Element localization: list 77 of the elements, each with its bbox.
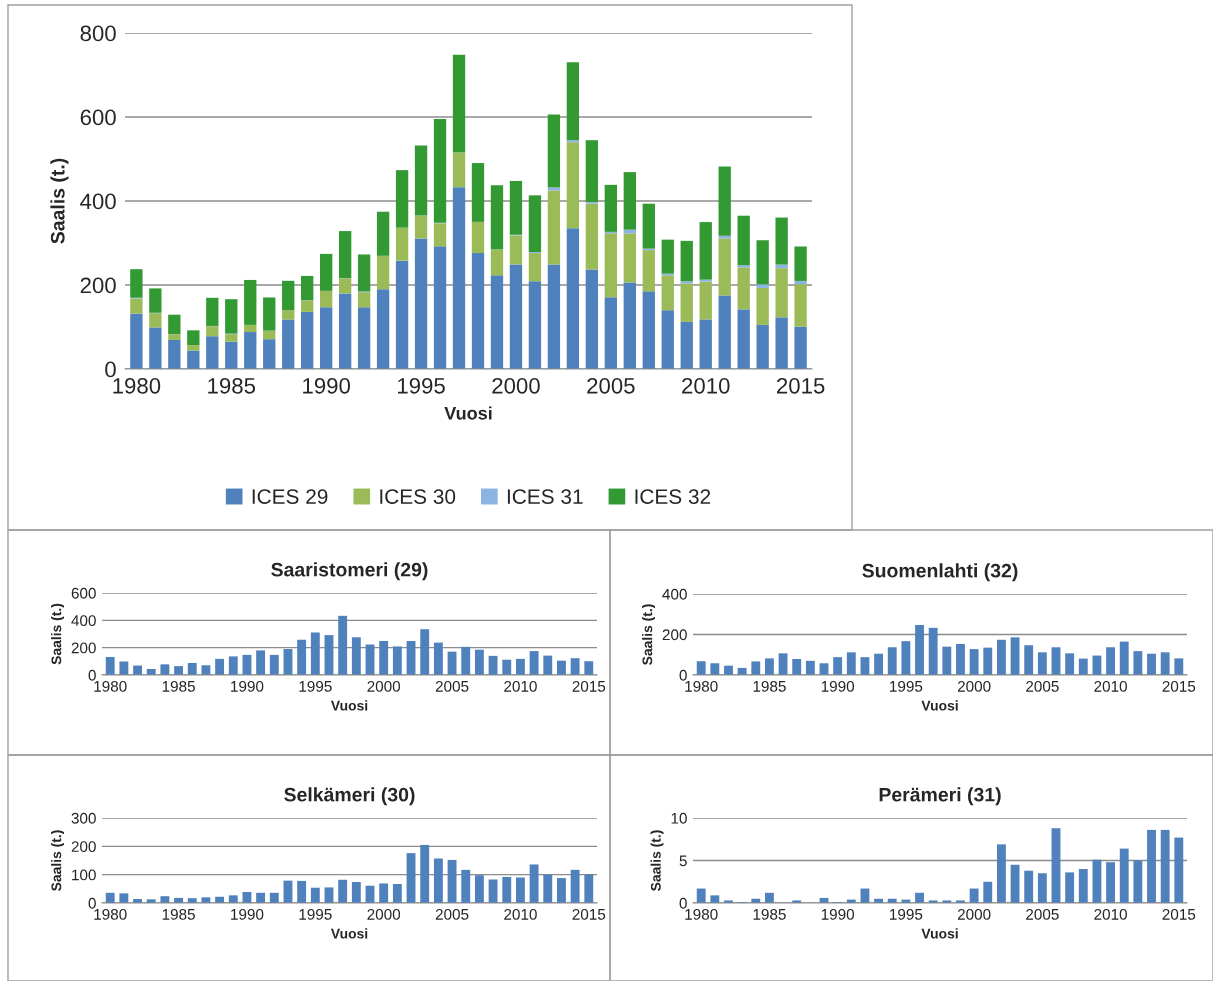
x-tick-label: 1995 xyxy=(890,680,923,692)
legend-label: ICES 30 xyxy=(380,489,456,504)
x-tick-label: 2000 xyxy=(367,908,401,920)
x-tick-label: 1990 xyxy=(821,680,855,692)
chart-title: Saaristomeri (29) xyxy=(271,562,428,581)
x-tick-label: 1995 xyxy=(299,680,332,692)
x-tick-label: 1985 xyxy=(753,680,786,692)
x-tick-label: 1980 xyxy=(685,680,718,692)
y-tick-label: 600 xyxy=(80,109,116,126)
y-tick-label: 0 xyxy=(105,361,116,378)
x-axis-title: Vuosi xyxy=(330,700,368,711)
y-tick-label: 0 xyxy=(679,897,687,909)
y-tick-label: 100 xyxy=(72,869,96,881)
x-tick-label: 2005 xyxy=(435,908,469,920)
y-axis-title: Saalis (t.) xyxy=(51,603,65,665)
x-axis-title: Vuosi xyxy=(921,928,958,939)
x-tick-label: 2010 xyxy=(1094,680,1127,692)
x-tick-label: 2010 xyxy=(504,680,537,692)
y-axis-title: Saalis (t.) xyxy=(650,830,664,891)
x-tick-label: 1985 xyxy=(208,377,256,394)
x-tick-label: 1985 xyxy=(162,908,195,920)
y-axis-title: Saalis (t.) xyxy=(51,830,65,891)
y-axis-title: Saalis (t.) xyxy=(642,604,656,665)
x-tick-label: 2005 xyxy=(1026,908,1059,920)
x-tick-label: 1980 xyxy=(113,377,161,394)
x-tick-label: 2005 xyxy=(1026,680,1059,692)
chart-title: Suomenlahti (32) xyxy=(862,563,1018,582)
x-tick-label: 1980 xyxy=(94,680,127,692)
x-tick-label: 1980 xyxy=(94,908,127,920)
y-tick-label: 10 xyxy=(671,812,687,824)
x-tick-label: 2000 xyxy=(957,680,991,692)
y-tick-label: 200 xyxy=(80,277,116,294)
y-tick-label: 200 xyxy=(662,629,687,641)
chart-title: Perämeri (31) xyxy=(879,787,1001,806)
y-tick-label: 400 xyxy=(662,588,687,600)
legend-label: ICES 32 xyxy=(635,489,711,504)
x-tick-label: 2015 xyxy=(1162,680,1196,692)
x-tick-label: 2015 xyxy=(572,680,606,692)
x-tick-label: 1995 xyxy=(398,377,445,394)
x-tick-label: 2005 xyxy=(587,377,635,394)
x-tick-label: 2010 xyxy=(504,908,537,920)
x-tick-label: 2000 xyxy=(492,377,540,394)
x-tick-label: 1990 xyxy=(303,377,351,394)
y-tick-label: 0 xyxy=(88,669,96,681)
y-axis-title: Saalis (t.) xyxy=(50,158,69,244)
x-axis-title: Vuosi xyxy=(444,406,492,420)
x-tick-label: 2015 xyxy=(572,908,606,920)
x-tick-label: 1995 xyxy=(890,908,923,920)
x-tick-label: 2015 xyxy=(777,377,825,394)
x-tick-label: 1990 xyxy=(231,680,264,692)
y-tick-label: 300 xyxy=(71,812,96,824)
x-tick-label: 2015 xyxy=(1162,908,1196,920)
x-tick-label: 1995 xyxy=(299,908,332,920)
x-tick-label: 1980 xyxy=(685,908,718,920)
x-tick-label: 2010 xyxy=(682,377,730,394)
x-tick-label: 1990 xyxy=(821,908,855,920)
y-tick-label: 800 xyxy=(80,25,116,42)
y-tick-label: 600 xyxy=(71,587,96,599)
legend-label: ICES 29 xyxy=(252,489,328,504)
x-tick-label: 1990 xyxy=(231,908,264,920)
y-tick-label: 0 xyxy=(679,669,687,681)
y-tick-label: 200 xyxy=(71,642,96,654)
y-tick-label: 5 xyxy=(679,855,687,867)
y-tick-label: 0 xyxy=(88,897,96,909)
x-tick-label: 2010 xyxy=(1094,908,1127,920)
x-tick-label: 1985 xyxy=(162,680,195,692)
x-tick-label: 1985 xyxy=(753,908,786,920)
y-tick-label: 400 xyxy=(80,193,116,210)
y-tick-label: 400 xyxy=(71,615,96,627)
x-axis-title: Vuosi xyxy=(921,700,958,711)
x-axis-title: Vuosi xyxy=(330,928,368,939)
x-tick-label: 2005 xyxy=(435,680,469,692)
legend-label: ICES 31 xyxy=(507,489,583,504)
x-tick-label: 2000 xyxy=(957,908,991,920)
x-tick-label: 2000 xyxy=(367,680,401,692)
chart-title: Selkämeri (30) xyxy=(284,787,415,806)
y-tick-label: 200 xyxy=(71,841,96,853)
